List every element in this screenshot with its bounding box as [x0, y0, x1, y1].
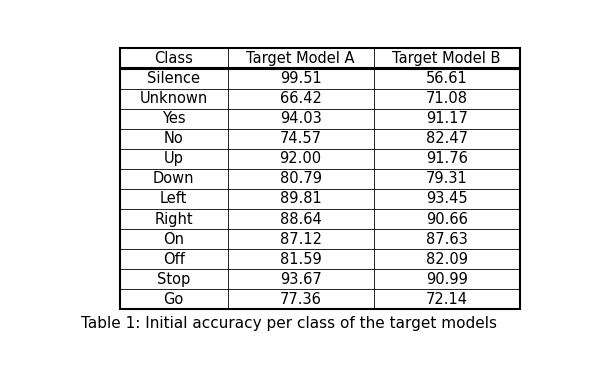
Text: 90.99: 90.99: [426, 272, 468, 287]
Text: Down: Down: [153, 171, 194, 186]
Text: 82.47: 82.47: [426, 131, 468, 146]
Text: 91.76: 91.76: [426, 151, 468, 166]
Text: 74.57: 74.57: [280, 131, 322, 146]
Text: 91.17: 91.17: [426, 111, 468, 126]
Text: 72.14: 72.14: [426, 292, 468, 307]
Text: On: On: [163, 232, 184, 247]
Text: Target Model B: Target Model B: [392, 51, 501, 66]
Text: Silence: Silence: [147, 71, 200, 86]
Text: Stop: Stop: [157, 272, 190, 287]
Text: 82.09: 82.09: [426, 252, 468, 267]
Text: 89.81: 89.81: [280, 192, 322, 207]
Text: 99.51: 99.51: [280, 71, 322, 86]
Text: Off: Off: [163, 252, 185, 267]
Text: 93.45: 93.45: [426, 192, 468, 207]
Text: Target Model A: Target Model A: [246, 51, 355, 66]
Text: 90.66: 90.66: [426, 212, 468, 227]
Text: No: No: [164, 131, 184, 146]
Text: Go: Go: [164, 292, 184, 307]
Text: Yes: Yes: [162, 111, 185, 126]
Text: 66.42: 66.42: [280, 91, 322, 106]
Text: 79.31: 79.31: [426, 171, 468, 186]
Text: 87.12: 87.12: [280, 232, 322, 247]
Text: Left: Left: [160, 192, 187, 207]
Text: 88.64: 88.64: [280, 212, 322, 227]
Text: Up: Up: [164, 151, 184, 166]
Text: 71.08: 71.08: [426, 91, 468, 106]
Text: 93.67: 93.67: [280, 272, 322, 287]
Text: Class: Class: [154, 51, 193, 66]
Text: 92.00: 92.00: [280, 151, 322, 166]
Text: Unknown: Unknown: [139, 91, 208, 106]
Text: 77.36: 77.36: [280, 292, 322, 307]
Text: 81.59: 81.59: [280, 252, 322, 267]
Text: 56.61: 56.61: [426, 71, 468, 86]
Text: Right: Right: [154, 212, 193, 227]
Text: Table 1: Initial accuracy per class of the target models: Table 1: Initial accuracy per class of t…: [81, 316, 497, 331]
Text: 80.79: 80.79: [280, 171, 322, 186]
Text: 94.03: 94.03: [280, 111, 322, 126]
Text: 87.63: 87.63: [426, 232, 468, 247]
